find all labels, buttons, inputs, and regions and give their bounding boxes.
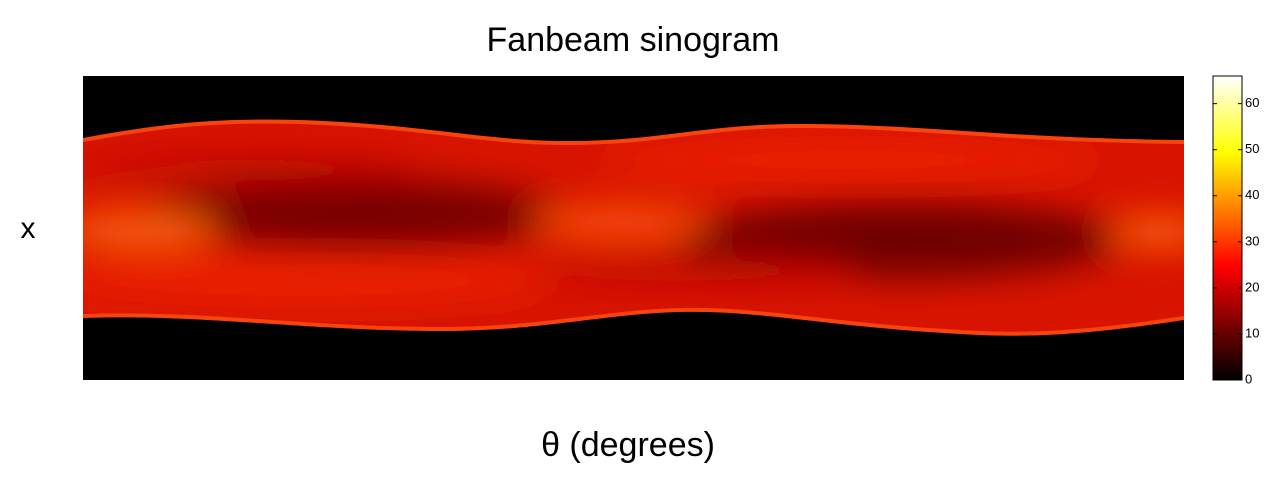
colorbar-tick-label: 0 (1245, 371, 1252, 386)
colorbar-tick-label: 40 (1245, 187, 1259, 202)
colorbar-tick-label: 30 (1245, 233, 1259, 248)
chart-title: Fanbeam sinogram (487, 21, 780, 59)
x-axis-label: θ (degrees) (541, 426, 715, 464)
colorbar-tick-label: 20 (1245, 279, 1259, 294)
colorbar-gradient (1212, 75, 1243, 381)
colorbar-tick-label: 50 (1245, 141, 1259, 156)
sinogram-image (83, 76, 1184, 380)
colorbar-tick-label: 60 (1245, 95, 1259, 110)
colorbar (1212, 75, 1243, 381)
colorbar-tick-label: 10 (1245, 325, 1259, 340)
y-axis-label: x (21, 212, 36, 245)
